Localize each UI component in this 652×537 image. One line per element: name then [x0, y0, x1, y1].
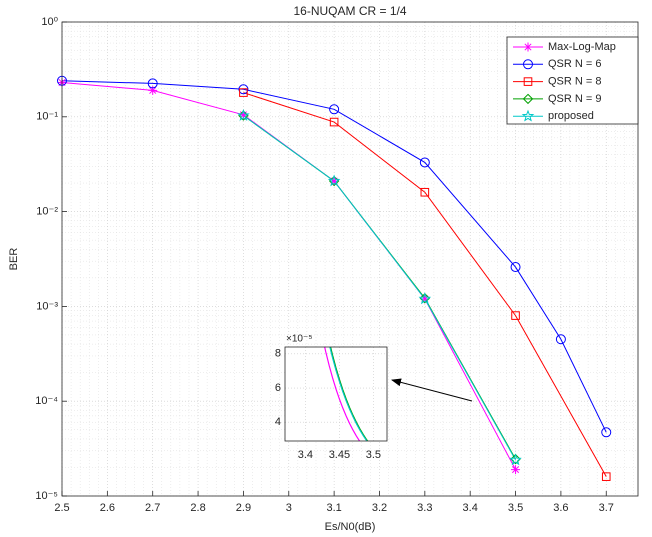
x-tick-label: 3.1: [326, 502, 341, 514]
marker: [329, 104, 340, 115]
marker: [420, 187, 430, 197]
x-tick-label: 2.8: [190, 502, 205, 514]
marker: [509, 453, 522, 466]
marker: [511, 311, 520, 320]
marker: [239, 88, 248, 97]
x-tick-label: 2.6: [100, 502, 115, 514]
x-tick-label: 3.5: [508, 502, 523, 514]
marker: [521, 109, 535, 122]
legend: Max-Log-Map QSR N = 6 QSR N = 8 QSR N = 9 pr…: [506, 36, 639, 125]
x-axis-label: Es/N0(dB): [325, 521, 376, 533]
inset-multiplier: ×10⁻⁵: [286, 334, 312, 345]
marker: [238, 110, 248, 120]
inset-y-tick-label: 6: [275, 382, 281, 394]
marker: [523, 59, 533, 70]
marker: [522, 93, 534, 105]
axes-box: [61, 21, 639, 497]
marker: [237, 108, 250, 121]
inset-box: [284, 346, 388, 442]
inset-x-tick-label: 3.4: [298, 449, 313, 461]
y-tick-label: 10⁻³: [36, 300, 58, 312]
inset-arrow: [391, 378, 473, 402]
series-lines: [62, 80, 607, 477]
inset-x-tick-label: 3.45: [329, 449, 350, 461]
y-tick-label: 10⁰: [41, 16, 58, 28]
legend-label: QSR N = 8: [548, 76, 602, 88]
x-tick-label: 3.7: [599, 502, 614, 514]
legend-box: [506, 36, 639, 125]
x-tick-label: 2.9: [236, 502, 251, 514]
series-line: [62, 80, 607, 433]
marker: [523, 42, 533, 52]
marker: [601, 427, 612, 438]
x-tick-label: 3.3: [417, 502, 432, 514]
legend-label: QSR N = 9: [548, 93, 602, 105]
y-tick-label: 10⁻¹: [36, 111, 58, 123]
inset-grid: [285, 347, 387, 441]
x-tick-label: 2.5: [54, 502, 69, 514]
marker: [523, 77, 533, 86]
marker: [510, 453, 521, 465]
marker: [418, 292, 432, 305]
x-tick-label: 3.6: [553, 502, 568, 514]
marker: [327, 174, 341, 187]
inset: ×10⁻⁵ 3.4 3.45 3.5 4 6 8: [275, 334, 388, 461]
inset-x-tick-label: 3.5: [366, 449, 381, 461]
inset-area: [285, 347, 387, 441]
legend-label: QSR N = 6: [548, 58, 602, 70]
marker: [420, 294, 430, 304]
marker: [329, 117, 339, 127]
y-tick-label: 10⁻²: [36, 206, 58, 218]
legend-label: Max-Log-Map: [548, 41, 616, 53]
legend-label: proposed: [548, 110, 594, 122]
marker: [329, 176, 339, 186]
y-tick-label: 10⁻⁵: [35, 490, 58, 502]
marker: [148, 85, 158, 95]
marker: [510, 262, 521, 273]
marker: [601, 472, 611, 481]
marker: [147, 78, 158, 89]
inset-y-tick-label: 4: [275, 416, 281, 428]
x-tick-label: 3.2: [372, 502, 387, 514]
x-tick-label: 3.4: [463, 502, 478, 514]
marker: [511, 465, 521, 475]
marker: [555, 334, 566, 345]
chart-title: 16-NUQAM CR = 1/4: [293, 4, 406, 18]
marker: [238, 84, 249, 95]
series-line: [243, 115, 516, 461]
series-line: [243, 92, 607, 477]
x-tick-label: 2.7: [145, 502, 160, 514]
marker: [419, 157, 430, 168]
x-tick-label: 3: [286, 502, 292, 514]
y-tick-label: 10⁻⁴: [35, 395, 58, 407]
y-axis-label: BER: [8, 248, 20, 271]
inset-y-tick-label: 8: [275, 348, 281, 360]
